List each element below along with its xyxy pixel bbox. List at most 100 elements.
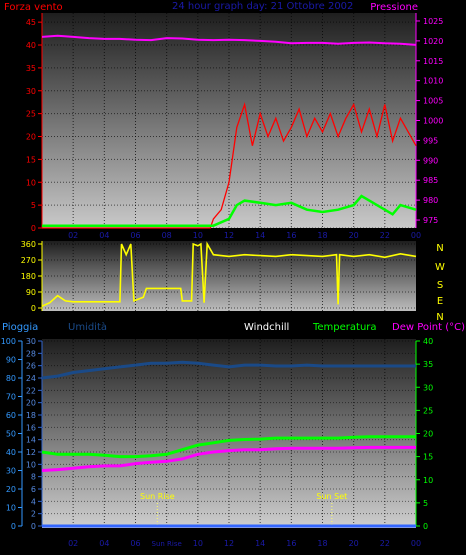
rain-tick-label: 80 xyxy=(6,374,16,383)
pressure-tick-label: 1015 xyxy=(423,57,443,66)
x-tick-label: 06 xyxy=(130,539,140,548)
legend-dew-point: Dew Point (°C) xyxy=(392,322,465,333)
rain-tick-label: 70 xyxy=(6,393,16,402)
wind-axis-title: Forza vento xyxy=(4,2,63,13)
direction-tick-label: 270 xyxy=(21,256,36,265)
x-tick-label: 14 xyxy=(255,539,265,548)
series-line xyxy=(41,241,417,307)
wind-tick-label: 25 xyxy=(26,110,36,119)
x-tick-label: 08 xyxy=(162,231,172,240)
rain-tick-label: 90 xyxy=(6,356,16,365)
rain-tick-label: 20 xyxy=(6,485,16,494)
humidity-tick-label: 14 xyxy=(26,436,36,445)
x-tick-label: 22 xyxy=(380,539,390,548)
pressure-axis-title: Pressione xyxy=(370,2,418,13)
rain-axis-title: Pioggia xyxy=(2,322,38,333)
rain-tick-label: 30 xyxy=(6,467,16,476)
humidity-tick-label: 2 xyxy=(31,510,36,519)
panel-wind-pressure-bg xyxy=(42,13,416,228)
wind-tick-label: 40 xyxy=(26,41,36,50)
x-tick-label: 12 xyxy=(224,231,234,240)
panel-direction-grid xyxy=(42,241,416,311)
humidity-tick-label: 24 xyxy=(26,374,36,383)
series-line xyxy=(42,101,417,229)
humidity-tick-label: 20 xyxy=(26,399,36,408)
x-tick-label: 00 xyxy=(411,539,421,548)
panel-temperature-bg xyxy=(42,339,416,528)
series-line xyxy=(42,194,417,227)
wind-tick-label: 0 xyxy=(31,224,36,233)
temperature-tick-label: 25 xyxy=(423,406,433,415)
humidity-axis-title: Umidità xyxy=(68,321,107,333)
humidity-tick-label: 6 xyxy=(31,485,36,494)
temperature-tick-label: 0 xyxy=(423,522,428,531)
panel-wind-pressure-series xyxy=(41,34,417,229)
direction-tick-label: 180 xyxy=(21,272,36,281)
x-tick-label: 20 xyxy=(349,231,359,240)
legend-windchill: Windchill xyxy=(244,322,289,333)
temperature-tick-label: 20 xyxy=(423,430,433,439)
x-tick-label: 00 xyxy=(411,231,421,240)
compass-label: N xyxy=(436,312,443,323)
wind-tick-label: 5 xyxy=(31,201,36,210)
x-tick-label: 16 xyxy=(286,231,296,240)
direction-axis: 0 90 180 270 360 xyxy=(21,240,43,313)
x-tick-label: 02 xyxy=(68,231,78,240)
temperature-tick-label: 10 xyxy=(423,476,433,485)
pressure-tick-label: 990 xyxy=(423,156,438,165)
panel-temperature-series xyxy=(41,360,416,528)
pressure-tick-label: 1010 xyxy=(423,77,443,86)
temperature-tick-label: 40 xyxy=(423,337,433,346)
rain-tick-label: 60 xyxy=(6,411,16,420)
direction-tick-label: 360 xyxy=(21,240,36,249)
humidity-tick-label: 16 xyxy=(26,423,36,432)
temperature-tick-label: 15 xyxy=(423,453,433,462)
humidity-tick-label: 22 xyxy=(26,386,36,395)
chart-title: 24 hour graph day: 21 Ottobre 2002 xyxy=(172,1,353,12)
compass-label: W xyxy=(435,262,445,273)
compass-label: S xyxy=(437,280,443,291)
humidity-tick-label: 28 xyxy=(26,349,36,358)
x-tick-label: 02 xyxy=(68,539,78,548)
pressure-tick-label: 1005 xyxy=(423,97,443,106)
x-tick-label: 04 xyxy=(99,231,109,240)
x-tick-label: 10 xyxy=(193,231,203,240)
sun-markers: Sun Rise Sun Set xyxy=(140,492,347,526)
rain-tick-label: 40 xyxy=(6,448,16,457)
compass-label: N xyxy=(436,243,443,254)
humidity-tick-label: 0 xyxy=(31,522,36,531)
rain-axis: 0 10 20 30 40 50 60 70 80 90 100 xyxy=(1,337,23,531)
x-tick-label: 20 xyxy=(349,539,359,548)
x-tick-label: 22 xyxy=(380,231,390,240)
humidity-tick-label: 30 xyxy=(26,337,36,346)
x-tick-label: 10 xyxy=(193,539,203,548)
series-line xyxy=(41,435,416,459)
temperature-axis: 0 5 10 15 20 25 30 35 40 xyxy=(415,337,433,531)
x-tick-label: 16 xyxy=(286,539,296,548)
wind-tick-label: 15 xyxy=(26,155,36,164)
rain-tick-label: 10 xyxy=(6,504,16,513)
pressure-tick-label: 980 xyxy=(423,196,438,205)
series-line xyxy=(41,34,417,46)
humidity-tick-label: 4 xyxy=(31,497,36,506)
x-axis-bottom: 02 04 06 Sun Rise 10 12 14 16 18 20 22 00 xyxy=(68,539,421,548)
x-tick-label: 12 xyxy=(224,539,234,548)
wind-tick-label: 20 xyxy=(26,133,36,142)
x-tick-label: 04 xyxy=(99,539,109,548)
legend-temperatura: Temperatura xyxy=(312,322,377,333)
sun-rise-label: Sun Rise xyxy=(140,492,175,501)
rain-tick-label: 0 xyxy=(11,522,16,531)
temperature-tick-label: 5 xyxy=(423,499,428,508)
series-line xyxy=(41,445,416,472)
compass-label: E xyxy=(437,296,443,307)
panel-direction-series xyxy=(41,241,417,307)
humidity-tick-label: 12 xyxy=(26,448,36,457)
pressure-axis: 975 980 985 990 995 1000 1005 1010 1015 1020 1025 xyxy=(415,13,443,228)
direction-tick-label: 90 xyxy=(26,288,36,297)
humidity-tick-label: 8 xyxy=(31,473,36,482)
wind-tick-label: 10 xyxy=(26,178,36,187)
x-tick-label: 18 xyxy=(317,231,327,240)
pressure-tick-label: 995 xyxy=(423,136,438,145)
